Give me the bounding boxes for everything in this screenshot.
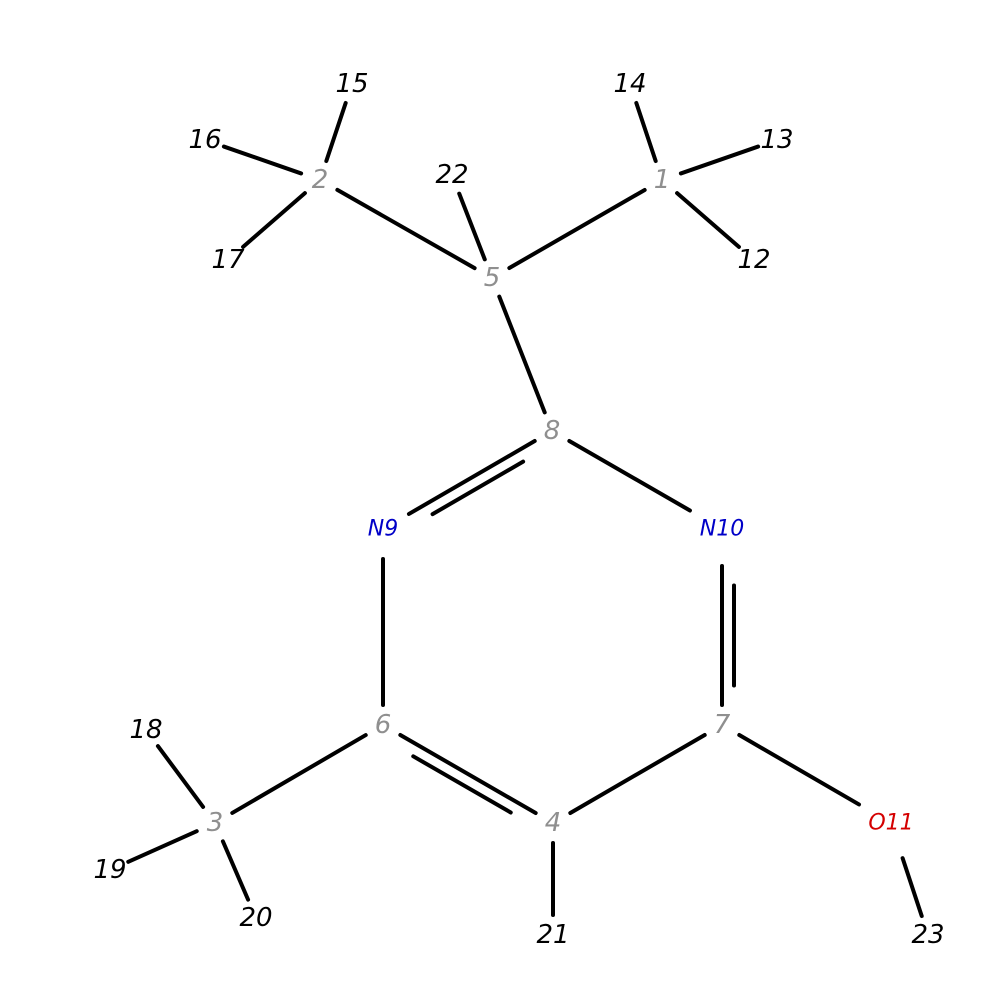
h-bond bbox=[459, 194, 485, 260]
h-bond bbox=[636, 103, 655, 161]
h-bond bbox=[224, 147, 301, 174]
hydrogen-label: 16 bbox=[188, 125, 221, 155]
heteroatom-label: N10 bbox=[700, 517, 744, 542]
bonds-group bbox=[232, 190, 859, 813]
hydrogen-label: 19 bbox=[93, 855, 126, 885]
carbon-label: 6 bbox=[375, 710, 392, 740]
hydrogen-label: 15 bbox=[335, 69, 368, 99]
hydrogen-label: 21 bbox=[536, 920, 569, 950]
molecule-diagram: 12131415161718192021222312345678N9N10O11 bbox=[0, 0, 1000, 1000]
hydrogen-label: 20 bbox=[239, 903, 272, 933]
bond bbox=[739, 735, 859, 804]
h-bond bbox=[128, 831, 196, 862]
h-bond bbox=[903, 858, 922, 916]
heteroatom-label: N9 bbox=[368, 517, 398, 542]
carbon-label: 3 bbox=[207, 808, 224, 838]
bond bbox=[400, 735, 535, 813]
carbon-label: 2 bbox=[312, 165, 329, 195]
bond bbox=[409, 441, 535, 514]
hydrogen-label: 13 bbox=[760, 125, 793, 155]
hydrogen-label: 22 bbox=[435, 160, 468, 190]
heteroatom-label: O11 bbox=[868, 811, 913, 836]
h-bond bbox=[326, 103, 345, 161]
bond bbox=[499, 297, 544, 413]
hydrogen-label: 18 bbox=[129, 715, 162, 745]
h-bond bbox=[681, 147, 758, 174]
h-bond bbox=[158, 746, 203, 807]
bond bbox=[232, 735, 365, 813]
carbon-label: 7 bbox=[714, 710, 731, 740]
hydrogen-label: 17 bbox=[211, 245, 245, 275]
bond bbox=[509, 190, 644, 268]
hydrogen-label: 12 bbox=[737, 245, 770, 275]
h-bond bbox=[243, 193, 305, 247]
hydrogen-label: 23 bbox=[911, 920, 944, 950]
carbon-label: 8 bbox=[544, 416, 561, 446]
carbon-label: 5 bbox=[484, 263, 501, 293]
carbon-label: 4 bbox=[545, 808, 562, 838]
h-bond bbox=[677, 193, 739, 247]
bond bbox=[569, 441, 690, 511]
bond bbox=[337, 190, 474, 268]
bond bbox=[570, 735, 704, 813]
bond bbox=[433, 462, 524, 515]
atoms-group: 12345678N9N10O11 bbox=[207, 165, 914, 838]
bond bbox=[413, 756, 510, 812]
h-bond bbox=[223, 841, 248, 899]
carbon-label: 1 bbox=[654, 165, 671, 195]
hydrogen-label: 14 bbox=[613, 69, 646, 99]
